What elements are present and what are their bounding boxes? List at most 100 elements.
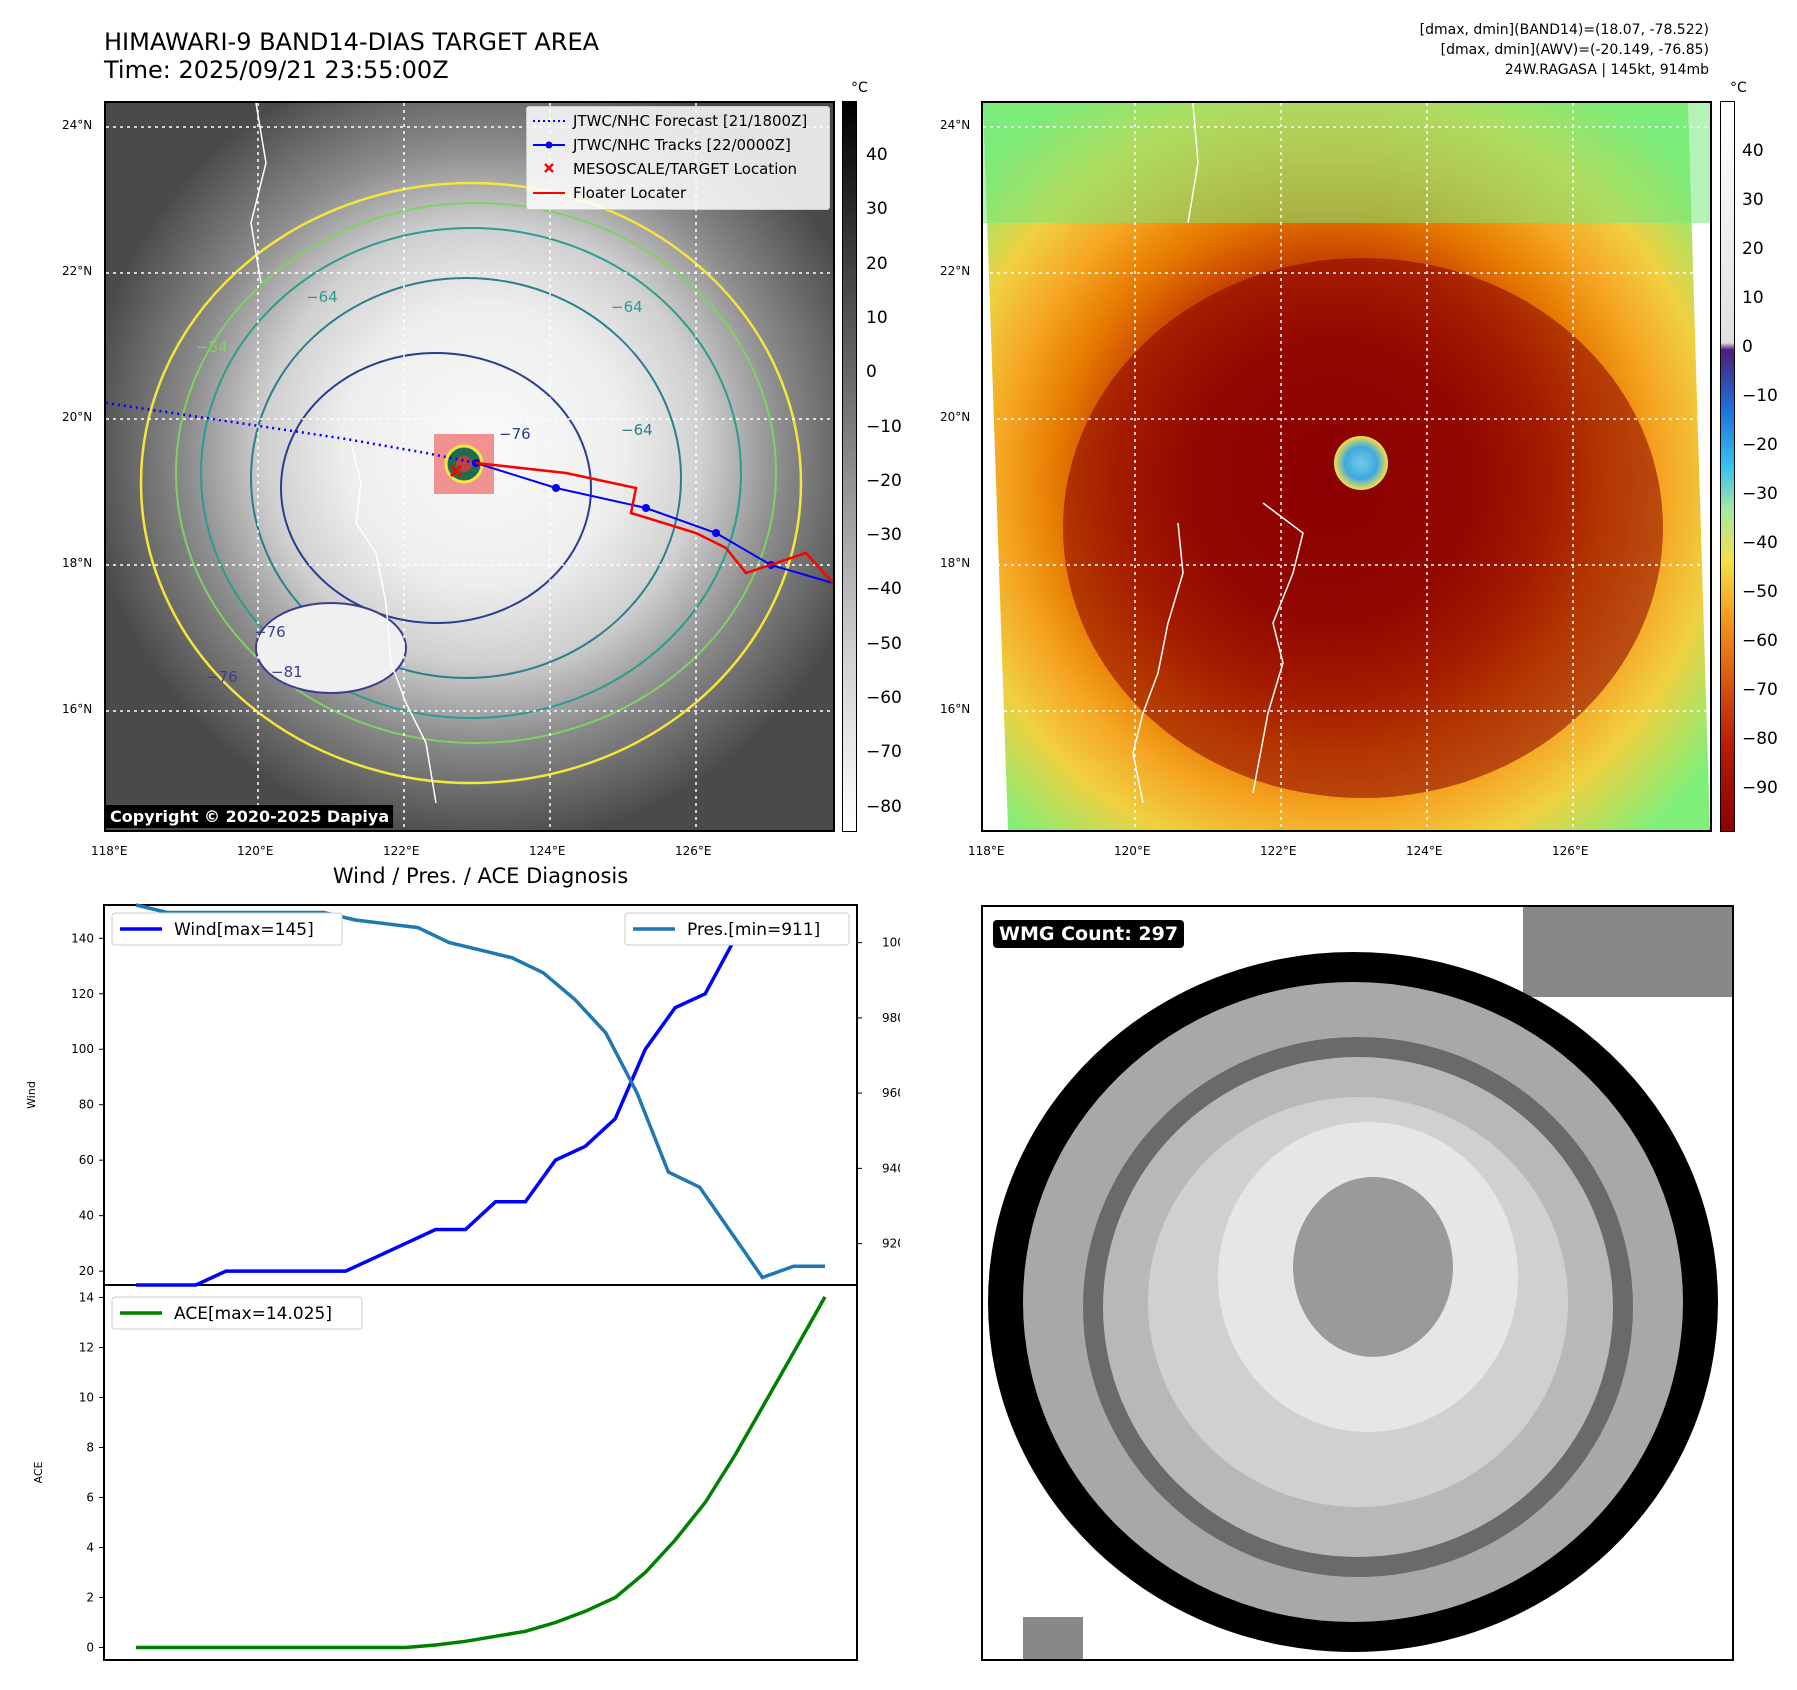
awv-lon-label: 122°E — [1260, 844, 1297, 858]
colorbar-tick-label: 20 — [866, 253, 888, 274]
figure-title-line2: Time: 2025/09/21 23:55:00Z — [104, 56, 449, 84]
wmg-panel: WMG Count: 297 — [981, 905, 1734, 1661]
wind-legend-label: Wind[max=145] — [174, 920, 314, 940]
colorbar-tick-label: 40 — [1742, 141, 1764, 161]
colorbar-tick-label: −30 — [1742, 484, 1778, 504]
wind-tick-label: 40 — [79, 1209, 94, 1223]
copyright-badge: Copyright © 2020-2025 Dapiya — [106, 805, 394, 828]
pressure-legend-label: Pres.[min=911] — [687, 920, 820, 940]
wind-tick-label: 140 — [71, 931, 94, 945]
chart-title: Wind / Pres. / ACE Diagnosis — [332, 864, 629, 888]
wind-tick-label: 100 — [71, 1042, 94, 1056]
wind-tick-label: 80 — [79, 1098, 94, 1112]
ace-plot-frame — [103, 1284, 858, 1661]
colorbar-tick-label: 0 — [1742, 337, 1753, 357]
wind-tick-label: 60 — [79, 1153, 94, 1167]
colorbar-tick-label: 10 — [1742, 288, 1764, 308]
contour-label: −76 — [206, 668, 238, 686]
wind-legend-box — [111, 912, 343, 946]
awv-map-panel — [981, 101, 1712, 832]
ir-colorbar-unit: °C — [851, 80, 868, 96]
colorbar-tick-label: −80 — [1742, 729, 1778, 749]
colorbar-tick-label: 30 — [1742, 190, 1764, 210]
awv-lon-label: 118°E — [968, 844, 1005, 858]
pressure-legend-box — [624, 912, 850, 946]
ace-series-line — [136, 1296, 827, 1650]
colorbar-tick-label: 20 — [1742, 239, 1764, 259]
colorbar-tick-label: −80 — [866, 796, 902, 817]
ace-tick-label: 10 — [79, 1391, 94, 1405]
ir-lat-label: 22°N — [62, 264, 93, 278]
ir-lat-label: 24°N — [62, 118, 93, 132]
colorbar-tick-label: −40 — [866, 579, 902, 600]
ir-lat-label: 16°N — [62, 702, 93, 716]
awv-lon-label: 120°E — [1114, 844, 1151, 858]
legend-label-floater: Floater Locater — [573, 184, 687, 202]
colorbar-tick-label: 40 — [866, 145, 888, 165]
ace-tick-label: 4 — [86, 1541, 94, 1555]
wind-tick-label: 20 — [79, 1264, 94, 1278]
ace-tick-label: 0 — [86, 1641, 94, 1655]
pressure-tick-label: 940 — [882, 1161, 900, 1175]
awv-colorbar — [1720, 101, 1735, 832]
awv-map-image — [983, 103, 1710, 830]
pressure-tick-label: 980 — [882, 1011, 900, 1025]
wind-series-line — [136, 922, 825, 1287]
colorbar-tick-label: −60 — [866, 688, 902, 708]
ace-tick-label: 6 — [86, 1491, 94, 1505]
colorbar-tick-label: 0 — [866, 362, 877, 383]
legend-label-forecast: JTWC/NHC Forecast [21/1800Z] — [573, 112, 808, 130]
ace-tick-label: 2 — [86, 1591, 94, 1605]
contour-label: −81 — [271, 663, 303, 681]
colorbar-tick-label: −70 — [1742, 680, 1778, 700]
ir-map-legend: JTWC/NHC Forecast [21/1800Z] JTWC/NHC Tr… — [526, 106, 830, 210]
info-line2: [dmax, dmin](AWV)=(-20.149, -76.85) — [1440, 42, 1709, 58]
colorbar-tick-label: −20 — [1742, 435, 1778, 455]
colorbar-tick-label: −20 — [866, 470, 902, 491]
ace-axis-label: ACE — [32, 1461, 45, 1483]
wind-axis-label: Wind — [25, 1081, 38, 1109]
contour-label: −64 — [306, 288, 338, 306]
ir-map-panel: −64 −64 −54 −76 −64 −76 −81 −76 JTWC/NHC… — [104, 101, 835, 832]
pressure-tick-label: 960 — [882, 1086, 900, 1100]
awv-lat-label: 22°N — [940, 264, 971, 278]
colorbar-tick-label: −50 — [866, 633, 902, 654]
legend-symbols — [533, 120, 565, 194]
colorbar-tick-label: −50 — [1742, 582, 1778, 602]
ace-legend-box — [111, 1296, 363, 1330]
ace-tick-label: 12 — [79, 1341, 94, 1355]
colorbar-tick-label: −40 — [1742, 533, 1778, 553]
ir-colorbar — [842, 101, 857, 832]
wind-pressure-plot-frame — [103, 904, 858, 1286]
wmg-image — [988, 907, 1732, 1659]
colorbar-tick-label: −90 — [1742, 778, 1778, 798]
awv-lon-label: 124°E — [1406, 844, 1443, 858]
colorbar-tick-label: −30 — [866, 525, 902, 546]
legend-label-tracks: JTWC/NHC Tracks [22/0000Z] — [573, 136, 791, 154]
ace-legend-label: ACE[max=14.025] — [174, 1304, 332, 1324]
awv-lat-label: 16°N — [940, 702, 971, 716]
legend-label-target: MESOSCALE/TARGET Location — [573, 160, 798, 178]
ir-lon-label: 122°E — [383, 844, 420, 858]
awv-colorbar-unit: °C — [1730, 80, 1747, 96]
awv-lat-label: 24°N — [940, 118, 971, 132]
pressure-tick-label: 1000 — [882, 936, 900, 950]
colorbar-tick-label: −60 — [1742, 631, 1778, 651]
colorbar-tick-label: 30 — [866, 199, 888, 220]
ir-lat-label: 20°N — [62, 410, 93, 424]
contour-label: −54 — [196, 338, 228, 356]
ir-lat-label: 18°N — [62, 556, 93, 570]
contour-label: −76 — [254, 623, 286, 641]
awv-lon-label: 126°E — [1552, 844, 1589, 858]
ace-tick-label: 14 — [79, 1291, 94, 1305]
ir-lon-label: 120°E — [237, 844, 274, 858]
colorbar-tick-label: −70 — [866, 742, 902, 763]
wmg-count-badge: WMG Count: 297 — [993, 920, 1185, 948]
colorbar-tick-label: 10 — [866, 307, 888, 328]
info-line3: 24W.RAGASA | 145kt, 914mb — [1504, 62, 1709, 78]
colorbar-tick-label: −10 — [1742, 386, 1778, 406]
ace-tick-label: 8 — [86, 1441, 94, 1455]
figure-title-line1: HIMAWARI-9 BAND14-DIAS TARGET AREA — [104, 28, 600, 56]
info-line1: [dmax, dmin](BAND14)=(18.07, -78.522) — [1419, 22, 1709, 38]
contour-label: −76 — [499, 425, 531, 443]
